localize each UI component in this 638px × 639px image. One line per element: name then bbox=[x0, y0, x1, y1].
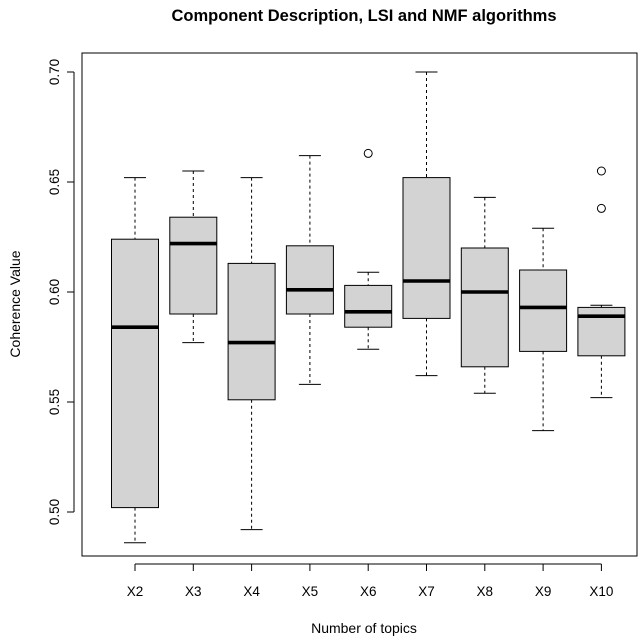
box-X7 bbox=[402, 71, 451, 377]
y-tick-label: 0.60 bbox=[47, 279, 62, 305]
outlier-point bbox=[596, 203, 606, 213]
x-tick-label: X7 bbox=[418, 584, 435, 599]
box-X10 bbox=[577, 166, 626, 399]
x-axis: X2 X3 X4 X5 X6 X7 X8 X9 X10 bbox=[127, 563, 613, 599]
iqr-box bbox=[227, 262, 276, 401]
x-tick-label: X6 bbox=[360, 584, 377, 599]
x-tick-label: X9 bbox=[535, 584, 552, 599]
y-tick-label: 0.70 bbox=[47, 59, 62, 85]
iqr-box bbox=[460, 247, 509, 368]
box-X4 bbox=[227, 177, 276, 531]
box-X2 bbox=[111, 177, 159, 544]
iqr-box bbox=[519, 269, 568, 352]
box-X8 bbox=[460, 196, 509, 394]
box-X9 bbox=[519, 227, 568, 432]
x-tick-label: X2 bbox=[127, 584, 144, 599]
x-tick-label: X4 bbox=[243, 584, 260, 599]
box-X6 bbox=[344, 148, 393, 350]
x-tick-label: X10 bbox=[589, 584, 613, 599]
x-axis-label: Number of topics bbox=[311, 620, 417, 636]
iqr-box bbox=[402, 177, 451, 319]
y-tick-label: 0.50 bbox=[47, 499, 62, 525]
iqr-box bbox=[285, 245, 334, 315]
outlier-point bbox=[596, 166, 606, 176]
y-axis-label: Coherence Value bbox=[7, 250, 23, 357]
y-axis: 0.50 0.55 0.60 0.65 0.70 bbox=[47, 59, 75, 525]
box-X5 bbox=[285, 155, 334, 385]
box-series bbox=[111, 71, 626, 544]
iqr-box bbox=[169, 216, 218, 315]
chart-title: Component Description, LSI and NMF algor… bbox=[171, 7, 556, 25]
y-tick-label: 0.55 bbox=[47, 389, 62, 415]
outlier-point bbox=[363, 148, 373, 158]
x-tick-label: X5 bbox=[302, 584, 319, 599]
box-X3 bbox=[169, 170, 218, 344]
iqr-box bbox=[344, 284, 393, 328]
y-tick-label: 0.65 bbox=[47, 169, 62, 195]
plot-area-frame bbox=[81, 52, 638, 557]
x-tick-label: X3 bbox=[185, 584, 202, 599]
iqr-box bbox=[111, 238, 159, 509]
x-tick-label: X8 bbox=[477, 584, 494, 599]
